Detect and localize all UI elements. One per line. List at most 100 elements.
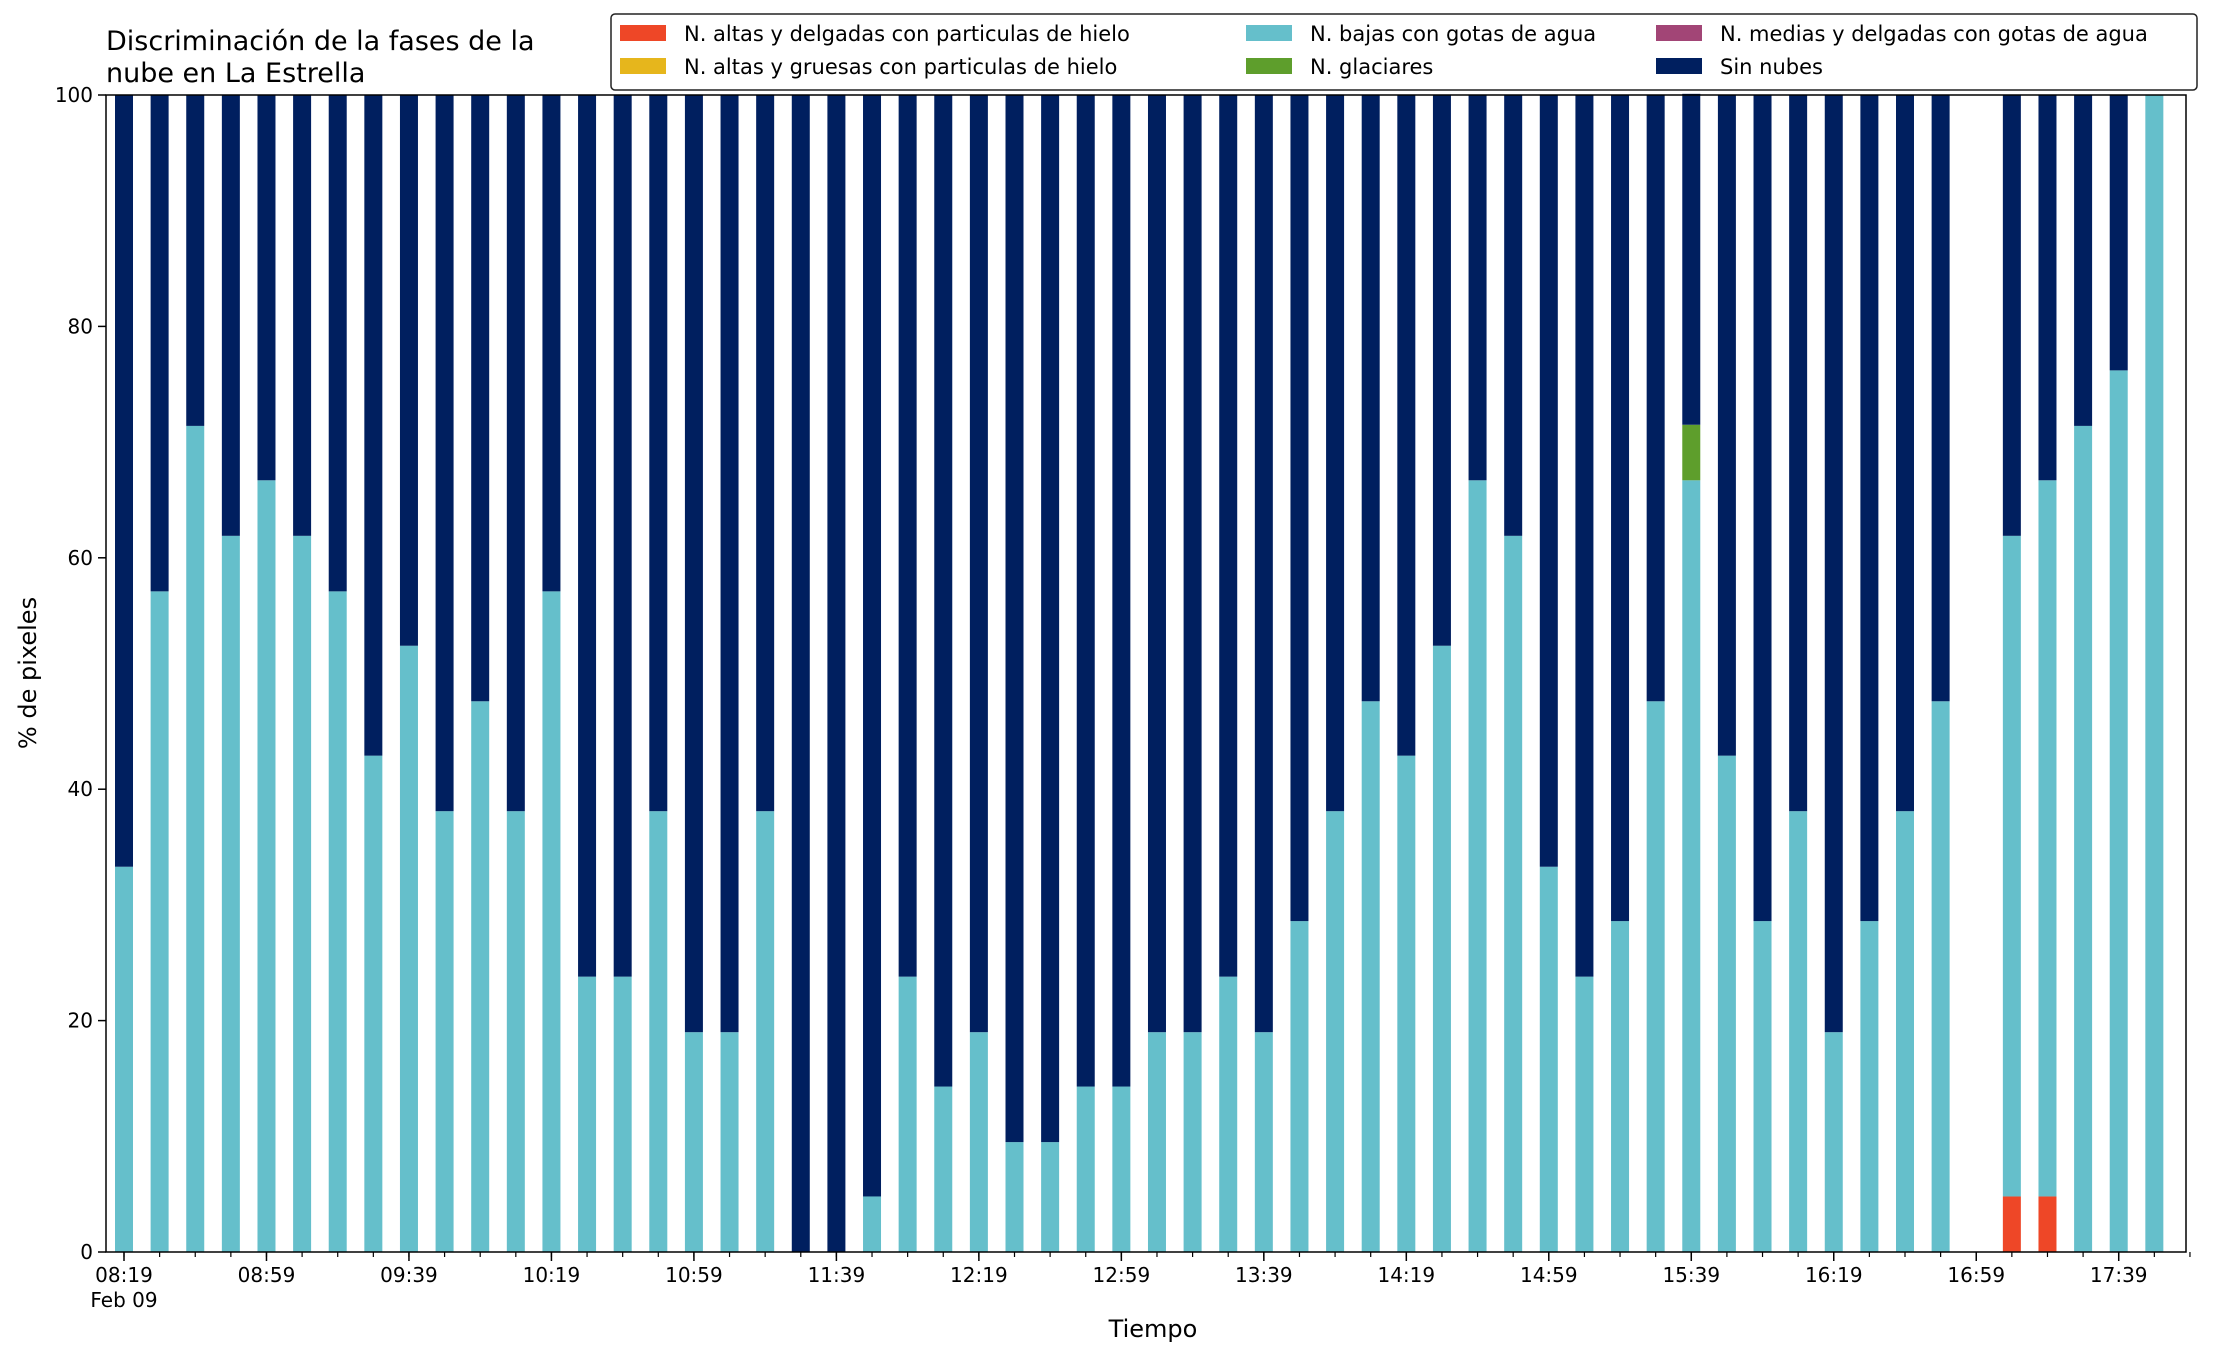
legend-swatch — [1246, 25, 1292, 41]
x-tick-label: 12:59 — [1093, 1263, 1151, 1287]
bar-segment — [150, 591, 169, 1252]
bar-segment — [1147, 95, 1166, 1033]
chart-title: Discriminación de la fases de la nube en … — [106, 26, 535, 89]
bar-segment — [1611, 95, 1630, 922]
bar-segment — [649, 95, 668, 812]
bars-group — [115, 93, 2164, 1252]
bar-segment — [1539, 95, 1558, 867]
bar-segment — [293, 535, 312, 1252]
legend-item: N. altas y delgadas con particulas de hi… — [620, 22, 1130, 46]
bar-segment — [934, 95, 953, 1087]
chart-title-line: nube en La Estrella — [106, 58, 365, 89]
legend-label: Sin nubes — [1720, 55, 1823, 79]
bar-segment — [1254, 1032, 1273, 1252]
bar-segment — [435, 95, 454, 812]
legend-label: N. bajas con gotas de agua — [1310, 22, 1596, 46]
x-tick-label: 14:59 — [1520, 1263, 1578, 1287]
bar-segment — [1896, 95, 1914, 812]
legend-item: N. glaciares — [1246, 55, 1433, 79]
bar-segment — [1575, 95, 1594, 977]
legend-swatch — [1246, 58, 1292, 74]
bar-segment — [115, 866, 133, 1252]
bar-segment — [1112, 95, 1131, 1087]
bar-segment — [578, 976, 597, 1252]
chart-title-line: Discriminación de la fases de la — [106, 26, 535, 57]
bar-segment — [399, 645, 418, 1252]
bar-segment — [969, 1032, 988, 1252]
legend-swatch — [620, 58, 666, 74]
bar-segment — [1219, 976, 1238, 1252]
bar-segment — [1183, 95, 1202, 1033]
bar-segment — [827, 95, 846, 1252]
bar-segment — [257, 480, 276, 1252]
bar-segment — [471, 95, 490, 702]
legend-label: N. altas y gruesas con particulas de hie… — [684, 55, 1117, 79]
legend-swatch — [620, 25, 666, 41]
bar-segment — [613, 95, 632, 977]
legend: N. altas y delgadas con particulas de hi… — [610, 13, 2198, 91]
bar-segment — [1041, 95, 1060, 1143]
bar-segment — [293, 95, 312, 536]
y-tick-label: 60 — [68, 546, 93, 570]
bar-segment — [186, 95, 205, 426]
bar-segment — [1860, 921, 1879, 1252]
legend-swatch — [1656, 58, 1702, 74]
bar-segment — [1254, 95, 1273, 1033]
bar-segment — [863, 1196, 882, 1252]
bar-segment — [756, 811, 775, 1252]
bar-segment — [2002, 95, 2021, 536]
bar-segment — [2002, 1196, 2021, 1252]
bar-segment — [1397, 755, 1416, 1252]
bar-segment — [506, 811, 525, 1252]
plot-frame — [105, 94, 2187, 1253]
bar-segment — [969, 95, 988, 1033]
bar-segment — [1717, 755, 1736, 1252]
bar-segment — [791, 95, 810, 1252]
x-tick-label: 15:39 — [1662, 1263, 1720, 1287]
x-tick-label: 13:39 — [1235, 1263, 1293, 1287]
bar-segment — [1860, 95, 1879, 922]
legend-item: N. bajas con gotas de agua — [1246, 22, 1596, 46]
legend-box — [610, 13, 2198, 91]
x-tick-label: 11:39 — [808, 1263, 866, 1287]
bar-segment — [257, 95, 276, 481]
x-tick-label: 16:59 — [1947, 1263, 2005, 1287]
bar-segment — [364, 755, 383, 1252]
bar-segment — [1432, 95, 1451, 646]
bar-segment — [2074, 95, 2093, 426]
bar-segment — [1397, 95, 1416, 756]
bar-segment — [1183, 1032, 1202, 1252]
bar-segment — [115, 95, 133, 867]
bar-segment — [1504, 535, 1523, 1252]
legend-label: N. altas y delgadas con particulas de hi… — [684, 22, 1130, 46]
bar-segment — [2038, 95, 2057, 481]
y-tick-label: 100 — [55, 83, 93, 107]
legend-item: N. medias y delgadas con gotas de agua — [1656, 22, 2148, 46]
bar-segment — [1896, 811, 1914, 1252]
bar-segment — [471, 701, 490, 1252]
bar-segment — [1611, 921, 1630, 1252]
y-axis: 0 20 40 60 80 100 — [55, 83, 106, 1264]
bar-segment — [720, 95, 739, 1033]
bar-segment — [1219, 95, 1238, 977]
x-tick-label: 10:19 — [523, 1263, 581, 1287]
bar-segment — [1789, 811, 1808, 1252]
legend-label: N. glaciares — [1310, 55, 1433, 79]
bar-segment — [2038, 480, 2057, 1197]
bar-segment — [1326, 95, 1345, 812]
bar-segment — [2038, 1196, 2057, 1252]
legend-item: N. altas y gruesas con particulas de hie… — [620, 55, 1117, 79]
bar-segment — [542, 95, 561, 592]
bar-segment — [328, 95, 347, 592]
bar-segment — [756, 95, 775, 812]
bar-segment — [2002, 535, 2021, 1197]
bar-segment — [1682, 93, 1701, 425]
y-tick-label: 0 — [80, 1240, 93, 1264]
bar-segment — [399, 95, 418, 646]
bar-segment — [1290, 95, 1309, 922]
bar-segment — [186, 425, 205, 1252]
bar-segment — [1290, 921, 1309, 1252]
bar-segment — [934, 1086, 953, 1252]
bar-segment — [2109, 95, 2128, 371]
